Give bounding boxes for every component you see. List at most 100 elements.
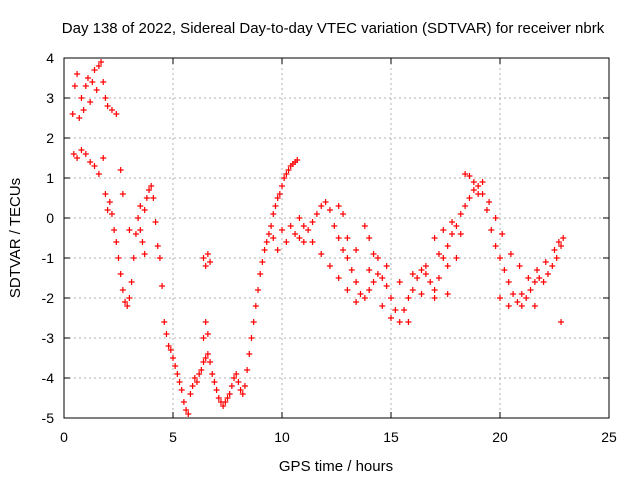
- data-point: [246, 351, 253, 357]
- data-point: [326, 207, 333, 213]
- data-point: [126, 227, 133, 233]
- data-point: [292, 231, 299, 237]
- data-point: [178, 387, 185, 393]
- data-point: [340, 211, 347, 217]
- chart-title: Day 138 of 2022, Sidereal Day-to-day VTE…: [62, 20, 605, 37]
- data-point: [91, 163, 98, 169]
- data-point: [475, 191, 482, 197]
- data-point: [462, 171, 469, 177]
- data-point: [401, 307, 408, 313]
- data-point: [366, 287, 373, 293]
- data-point: [383, 283, 390, 289]
- data-point: [74, 71, 81, 77]
- data-series: [69, 59, 567, 417]
- data-point: [281, 175, 288, 181]
- y-tick-label: -2: [42, 290, 55, 306]
- data-point: [161, 319, 168, 325]
- data-point: [510, 291, 517, 297]
- data-point: [148, 183, 155, 189]
- data-point: [453, 255, 460, 261]
- data-point: [180, 399, 187, 405]
- data-point: [497, 255, 503, 261]
- data-point: [135, 215, 142, 221]
- data-point: [300, 223, 307, 229]
- data-point: [102, 95, 109, 101]
- y-tick-label: -1: [42, 250, 55, 266]
- data-point: [475, 183, 482, 189]
- plot-frame: [63, 57, 610, 419]
- data-point: [309, 239, 316, 245]
- data-point: [224, 395, 231, 401]
- data-point: [492, 215, 499, 221]
- data-point: [235, 379, 242, 385]
- data-point: [231, 375, 238, 381]
- grid-lines: [64, 58, 609, 418]
- data-point: [427, 279, 434, 285]
- data-point: [523, 295, 530, 301]
- data-point: [270, 211, 277, 217]
- data-point: [516, 263, 523, 269]
- y-tick-label: -4: [42, 370, 55, 386]
- data-point: [95, 171, 102, 177]
- data-point: [117, 167, 124, 173]
- data-point: [525, 275, 532, 281]
- data-point: [444, 291, 451, 297]
- data-point: [497, 295, 503, 301]
- data-point: [104, 207, 111, 213]
- data-point: [69, 111, 76, 117]
- data-point: [374, 255, 381, 261]
- data-point: [93, 87, 100, 93]
- data-point: [113, 111, 120, 117]
- data-point: [542, 259, 549, 265]
- data-point: [287, 223, 294, 229]
- data-point: [470, 187, 477, 193]
- data-point: [170, 355, 176, 361]
- data-point: [106, 199, 113, 205]
- data-point: [185, 411, 192, 417]
- data-point: [555, 239, 562, 245]
- data-point: [305, 227, 312, 233]
- data-point: [344, 235, 351, 241]
- data-point: [237, 387, 244, 393]
- x-tick-label: 25: [601, 429, 617, 445]
- data-point: [531, 279, 538, 285]
- data-point: [191, 375, 198, 381]
- data-point: [87, 159, 94, 165]
- data-point: [156, 255, 163, 261]
- data-point: [366, 235, 373, 241]
- data-point: [335, 203, 342, 209]
- data-point: [335, 235, 342, 241]
- data-point: [270, 235, 277, 241]
- data-point: [335, 275, 342, 281]
- data-point: [241, 383, 248, 389]
- x-tick-label: 10: [274, 429, 290, 445]
- data-point: [353, 279, 360, 285]
- data-point: [139, 239, 146, 245]
- data-point: [283, 239, 290, 245]
- data-point: [449, 231, 456, 237]
- data-point: [422, 271, 429, 277]
- data-point: [279, 227, 285, 233]
- data-point: [259, 259, 266, 265]
- data-point: [126, 295, 133, 301]
- data-point: [150, 195, 157, 201]
- data-point: [71, 83, 78, 89]
- data-point: [409, 271, 416, 277]
- data-point: [440, 227, 447, 233]
- data-point: [141, 251, 148, 257]
- data-point: [202, 263, 209, 269]
- y-tick-label: 0: [46, 210, 54, 226]
- data-point: [560, 235, 567, 241]
- data-point: [431, 235, 438, 241]
- data-point: [265, 231, 272, 237]
- data-point: [505, 279, 512, 285]
- data-point: [204, 351, 211, 357]
- data-point: [518, 303, 525, 309]
- data-point: [558, 243, 565, 249]
- data-point: [374, 271, 381, 277]
- data-point: [108, 107, 115, 113]
- x-tick-label: 5: [169, 429, 177, 445]
- data-point: [102, 191, 109, 197]
- data-point: [313, 211, 320, 217]
- data-point: [296, 215, 303, 221]
